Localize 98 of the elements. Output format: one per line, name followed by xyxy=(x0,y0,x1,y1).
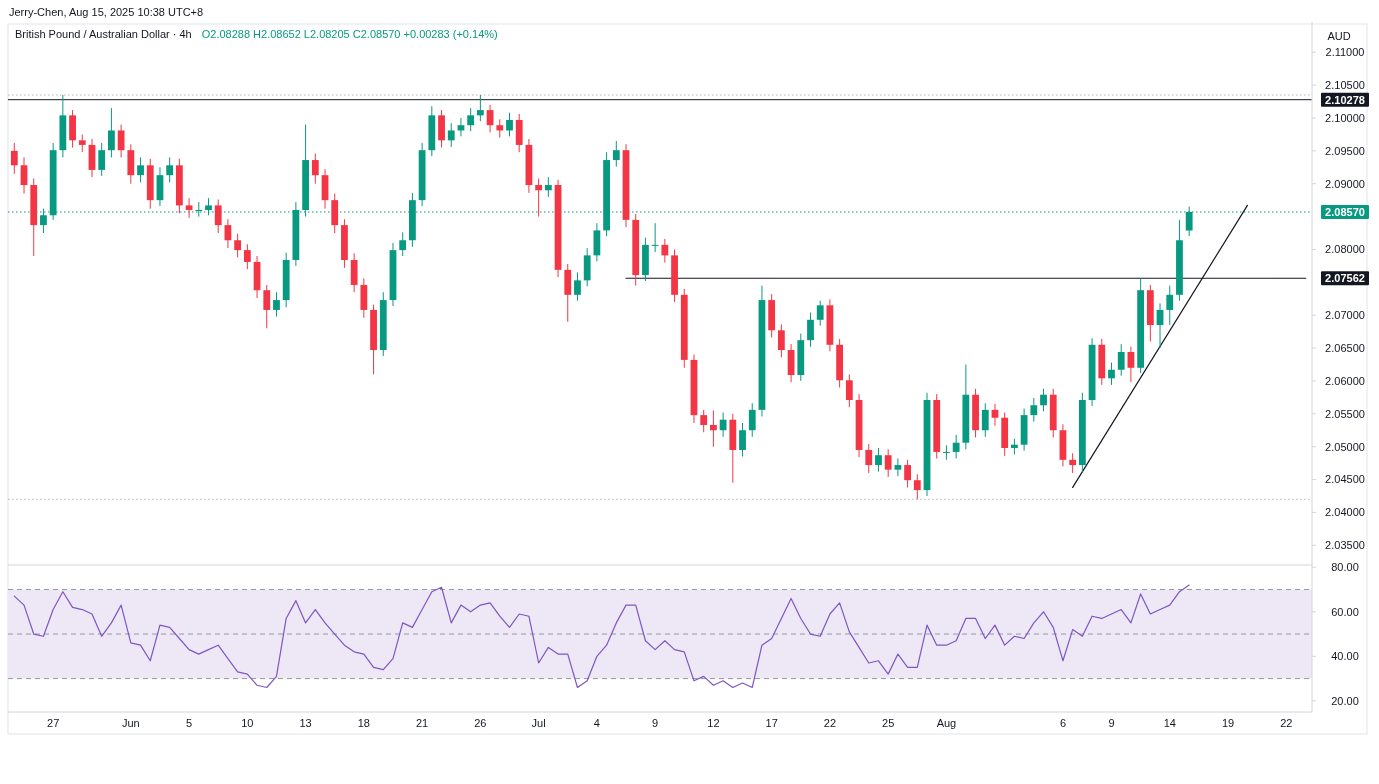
x-tick-label: 14 xyxy=(1163,716,1176,729)
y-axis-title: AUD xyxy=(1327,29,1351,42)
candlestick xyxy=(700,409,708,433)
y-tick-label: 2.10500 xyxy=(1325,78,1365,91)
candlestick xyxy=(117,124,125,158)
candlestick xyxy=(535,177,543,218)
x-tick-label: 12 xyxy=(707,716,720,729)
candlestick xyxy=(447,122,455,148)
x-tick-label: Aug xyxy=(936,716,957,729)
candlestick xyxy=(476,94,484,122)
candlestick xyxy=(816,300,824,327)
candlestick xyxy=(1108,362,1115,386)
line-series xyxy=(13,584,1190,689)
x-tick-label: 6 xyxy=(1059,716,1067,729)
candlestick xyxy=(166,156,174,183)
candlestick xyxy=(214,198,222,234)
x-tick-label: 22 xyxy=(823,716,837,729)
candlestick xyxy=(1069,452,1077,474)
candlestick xyxy=(904,459,911,488)
x-tick-label: 9 xyxy=(652,716,659,729)
candlestick xyxy=(894,458,902,477)
y-tick-label: 2.08000 xyxy=(1325,243,1365,256)
x-tick-label: Jul xyxy=(531,716,546,729)
candlestick xyxy=(777,323,785,358)
y-tick-label: 80.00 xyxy=(1331,561,1359,574)
y-tick-label: 20.00 xyxy=(1331,694,1359,707)
candlestick xyxy=(185,197,193,219)
candlestick xyxy=(574,271,581,302)
candlestick xyxy=(1030,397,1038,423)
candlestick xyxy=(1166,285,1174,326)
candlestick xyxy=(884,448,892,478)
y-tick-label: 2.07000 xyxy=(1325,309,1365,322)
candlestick xyxy=(273,291,280,318)
candlestick xyxy=(875,447,882,473)
x-tick-label: 22 xyxy=(1280,716,1293,729)
candlestick xyxy=(1127,346,1135,383)
candlestick xyxy=(10,142,18,175)
y-tick-label: 2.05000 xyxy=(1325,440,1365,453)
candlestick xyxy=(913,473,921,500)
candlestick xyxy=(506,112,513,137)
y-tick-label: 2.06500 xyxy=(1325,341,1365,354)
candlestick xyxy=(399,231,407,257)
x-tick-label: 25 xyxy=(882,716,895,729)
candlestick xyxy=(234,233,242,258)
candlestick xyxy=(311,152,319,185)
candlestick xyxy=(748,402,756,438)
x-tick-label: 9 xyxy=(1108,716,1115,729)
x-tick-label: 19 xyxy=(1221,716,1235,729)
text: British Pound / Australian Dollar · 4h xyxy=(15,27,192,40)
candlestick xyxy=(243,243,251,270)
candlestick xyxy=(544,176,552,198)
candlestick xyxy=(719,411,727,438)
candlestick xyxy=(845,373,853,408)
candlestick xyxy=(496,118,504,139)
candlestick xyxy=(943,444,950,461)
candlestick xyxy=(98,142,106,177)
x-tick-label: 5 xyxy=(186,716,193,729)
candlestick xyxy=(108,107,115,158)
y-tick-label: 2.04500 xyxy=(1325,473,1365,486)
candlestick xyxy=(263,284,271,329)
x-tick-label: Jun xyxy=(121,716,140,729)
candlestick xyxy=(20,156,28,195)
y-tick-label: 2.03500 xyxy=(1325,539,1365,552)
candlestick xyxy=(865,443,873,474)
candlestick xyxy=(1040,388,1047,412)
x-tick-label: 17 xyxy=(765,716,778,729)
candlestick xyxy=(651,222,659,253)
ref-line-label: 2.08570 xyxy=(1325,205,1365,218)
text: O2.08288 H2.08652 L2.08205 C2.08570 +0.00283 (+0.14%) xyxy=(201,27,498,40)
candlestick xyxy=(1117,343,1125,377)
candlestick xyxy=(710,410,717,448)
y-tick-label: 60.00 xyxy=(1331,605,1359,618)
y-tick-label: 2.09000 xyxy=(1325,177,1365,190)
candlestick xyxy=(952,434,960,459)
candlestick xyxy=(739,422,746,458)
candlestick xyxy=(612,140,620,168)
candlestick xyxy=(807,312,814,348)
y-tick-label: 2.09500 xyxy=(1325,144,1365,157)
candlestick xyxy=(467,107,475,132)
x-tick-label: 21 xyxy=(415,716,429,729)
x-tick-label: 4 xyxy=(593,716,600,729)
x-tick-label: 10 xyxy=(241,716,254,729)
x-tick-label: 26 xyxy=(474,716,487,729)
text: Jerry-Chen, Aug 15, 2025 10:38 UTC+8 xyxy=(9,5,204,18)
y-tick-label: 2.05500 xyxy=(1325,407,1365,420)
candlestick xyxy=(661,238,669,264)
x-tick-label: 18 xyxy=(357,716,370,729)
x-tick-label: 13 xyxy=(299,716,312,729)
y-tick-label: 2.10000 xyxy=(1325,111,1365,124)
y-tick-label: 2.06000 xyxy=(1325,374,1365,387)
y-tick-label: 2.11000 xyxy=(1325,46,1365,59)
candlestick xyxy=(981,402,989,438)
candlestick xyxy=(137,156,144,183)
x-tick-label: 27 xyxy=(47,716,60,729)
y-tick-label: 40.00 xyxy=(1331,650,1359,663)
y-tick-label: 2.04000 xyxy=(1325,506,1365,519)
ref-line-label: 2.10278 xyxy=(1325,93,1365,106)
series-label: 2.07562 xyxy=(1325,272,1365,285)
